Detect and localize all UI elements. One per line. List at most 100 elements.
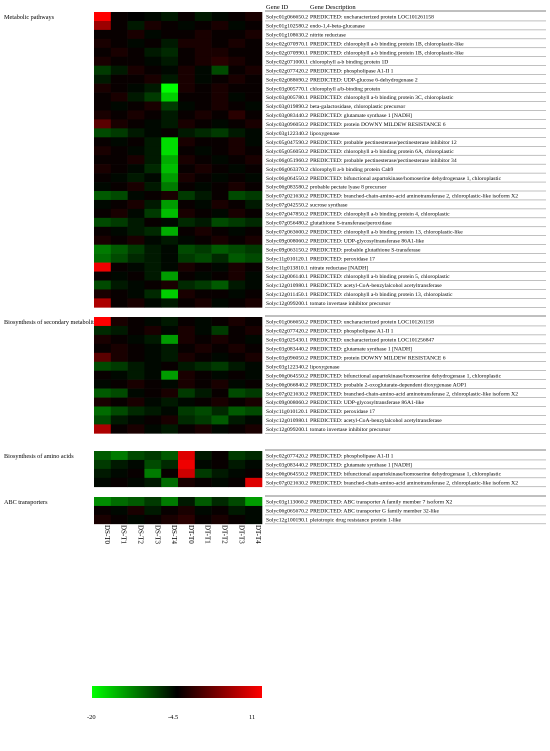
heatmap-cell <box>161 155 179 165</box>
heatmap-cell <box>144 379 162 389</box>
gene-description: PREDICTED: glutamate synthase 1 [NADH] <box>310 113 412 119</box>
heatmap-cell <box>194 477 212 488</box>
heatmap-cell <box>144 451 162 461</box>
heatmap-cell <box>211 137 229 147</box>
gene-description: PREDICTED: phospholipase A1-II 1 <box>310 68 394 74</box>
heatmap-cell <box>127 317 145 327</box>
gene-description: PREDICTED: uncharacterized protein LOC10… <box>310 338 434 344</box>
heatmap-cell <box>110 468 128 479</box>
heatmap-cell <box>178 217 196 228</box>
heatmap-cell <box>110 459 128 470</box>
heatmap-cell <box>110 146 128 156</box>
heatmap-cell <box>178 477 196 488</box>
heatmap-cell <box>228 128 246 138</box>
heatmap-cell <box>228 271 246 281</box>
heatmap-cell <box>127 146 145 156</box>
heatmap-cell <box>127 226 145 237</box>
column-label: DS-T3 <box>153 525 161 545</box>
heatmap-cell <box>178 468 196 479</box>
heatmap-cell <box>228 459 246 470</box>
heatmap-cell <box>144 199 162 210</box>
heatmap-cell <box>211 317 229 327</box>
heatmap-cell <box>228 477 246 488</box>
heatmap-cell <box>161 459 179 470</box>
heatmap-cell <box>94 325 112 336</box>
heatmap-cell <box>245 468 263 479</box>
heatmap-cell <box>94 289 112 299</box>
heatmap-cell <box>228 352 246 363</box>
heatmap-cell <box>110 182 128 192</box>
heatmap-cell <box>178 191 196 201</box>
gene-id: Solyc12g100190.1 <box>266 518 308 524</box>
heatmap-cell <box>178 334 196 345</box>
gene-id: Solyc02g071000.1 <box>266 59 308 65</box>
heatmap-cell <box>245 244 263 254</box>
heatmap-cell <box>94 244 112 254</box>
heatmap-cell <box>94 92 112 102</box>
gene-description: PREDICTED: UDP-glucose 6-dehydrogenase 2 <box>310 77 418 83</box>
gene-description: PREDICTED: ABC transporter G family memb… <box>310 508 439 515</box>
gene-id: Solyc05g056050.2 <box>266 149 308 155</box>
heatmap-cell <box>127 334 145 345</box>
heatmap-cell <box>178 352 196 363</box>
column-label: DT-T1 <box>204 525 212 544</box>
heatmap-cell <box>178 182 196 192</box>
heatmap-cell <box>144 397 162 407</box>
gene-description: PREDICTED: acetyl-CoA-benzylalcohol acet… <box>310 417 442 424</box>
heatmap-cell <box>161 226 179 237</box>
heatmap-cell <box>245 343 263 354</box>
heatmap-cell <box>245 253 263 263</box>
gene-id: Solyc06g064550.2 <box>266 472 308 478</box>
heatmap-cell <box>178 298 196 308</box>
heatmap-cell <box>127 253 145 263</box>
heatmap-cell <box>94 253 112 263</box>
heatmap-cell <box>94 406 112 416</box>
gene-description: PREDICTED: probable glutathione S-transf… <box>310 246 421 253</box>
heatmap-cell <box>110 262 128 272</box>
heatmap-cell <box>94 379 112 389</box>
gene-id: Solyc03g019890.2 <box>266 104 308 110</box>
heatmap-cell <box>228 226 246 237</box>
heatmap-cell <box>94 370 112 380</box>
heatmap-cell <box>194 182 212 192</box>
gene-id: Solyc03g025430.1 <box>266 338 308 344</box>
heatmap-cell <box>144 406 162 416</box>
heatmap-cell <box>127 235 145 245</box>
heatmap-cell <box>161 280 179 290</box>
heatmap-cell <box>194 289 212 299</box>
heatmap-cell <box>110 235 128 245</box>
heatmap-cell <box>127 191 145 201</box>
heatmap-cell <box>211 497 229 507</box>
heatmap-cell <box>144 352 162 363</box>
heatmap-cell <box>194 208 212 219</box>
heatmap-cell <box>144 415 162 425</box>
heatmap-cell <box>144 388 162 398</box>
heatmap-cell <box>245 101 263 111</box>
heatmap-cell <box>228 379 246 389</box>
gene-description: lipoxygenase <box>310 364 340 370</box>
heatmap-cell <box>94 56 112 66</box>
gene-id: Solyc02g077420.2 <box>266 68 308 74</box>
gene-id: Solyc01g066650.2 <box>266 15 308 21</box>
heatmap-cell <box>245 325 263 336</box>
heatmap-cell <box>94 361 112 371</box>
heatmap-cell <box>228 65 246 75</box>
heatmap-cell <box>211 74 229 84</box>
heatmap-cell <box>228 56 246 66</box>
heatmap-cell <box>94 388 112 398</box>
heatmap-cell <box>110 92 128 102</box>
heatmap-cell <box>178 451 196 461</box>
heatmap-cell <box>211 128 229 138</box>
gene-description: PREDICTED: protein DOWNY MILDEW RESISTAN… <box>310 355 446 361</box>
heatmap-cell <box>94 459 112 470</box>
heatmap-cell <box>178 128 196 138</box>
heatmap-cell <box>194 137 212 147</box>
heatmap-cell <box>161 244 179 254</box>
heatmap-cell <box>228 325 246 336</box>
heatmap-cell <box>178 343 196 354</box>
gene-description: tomato invertase inhibitor precursor <box>310 301 390 307</box>
heatmap-cell <box>194 38 212 49</box>
heatmap-cell <box>178 29 196 40</box>
heatmap-cell <box>94 514 112 525</box>
heatmap-cell <box>228 334 246 345</box>
